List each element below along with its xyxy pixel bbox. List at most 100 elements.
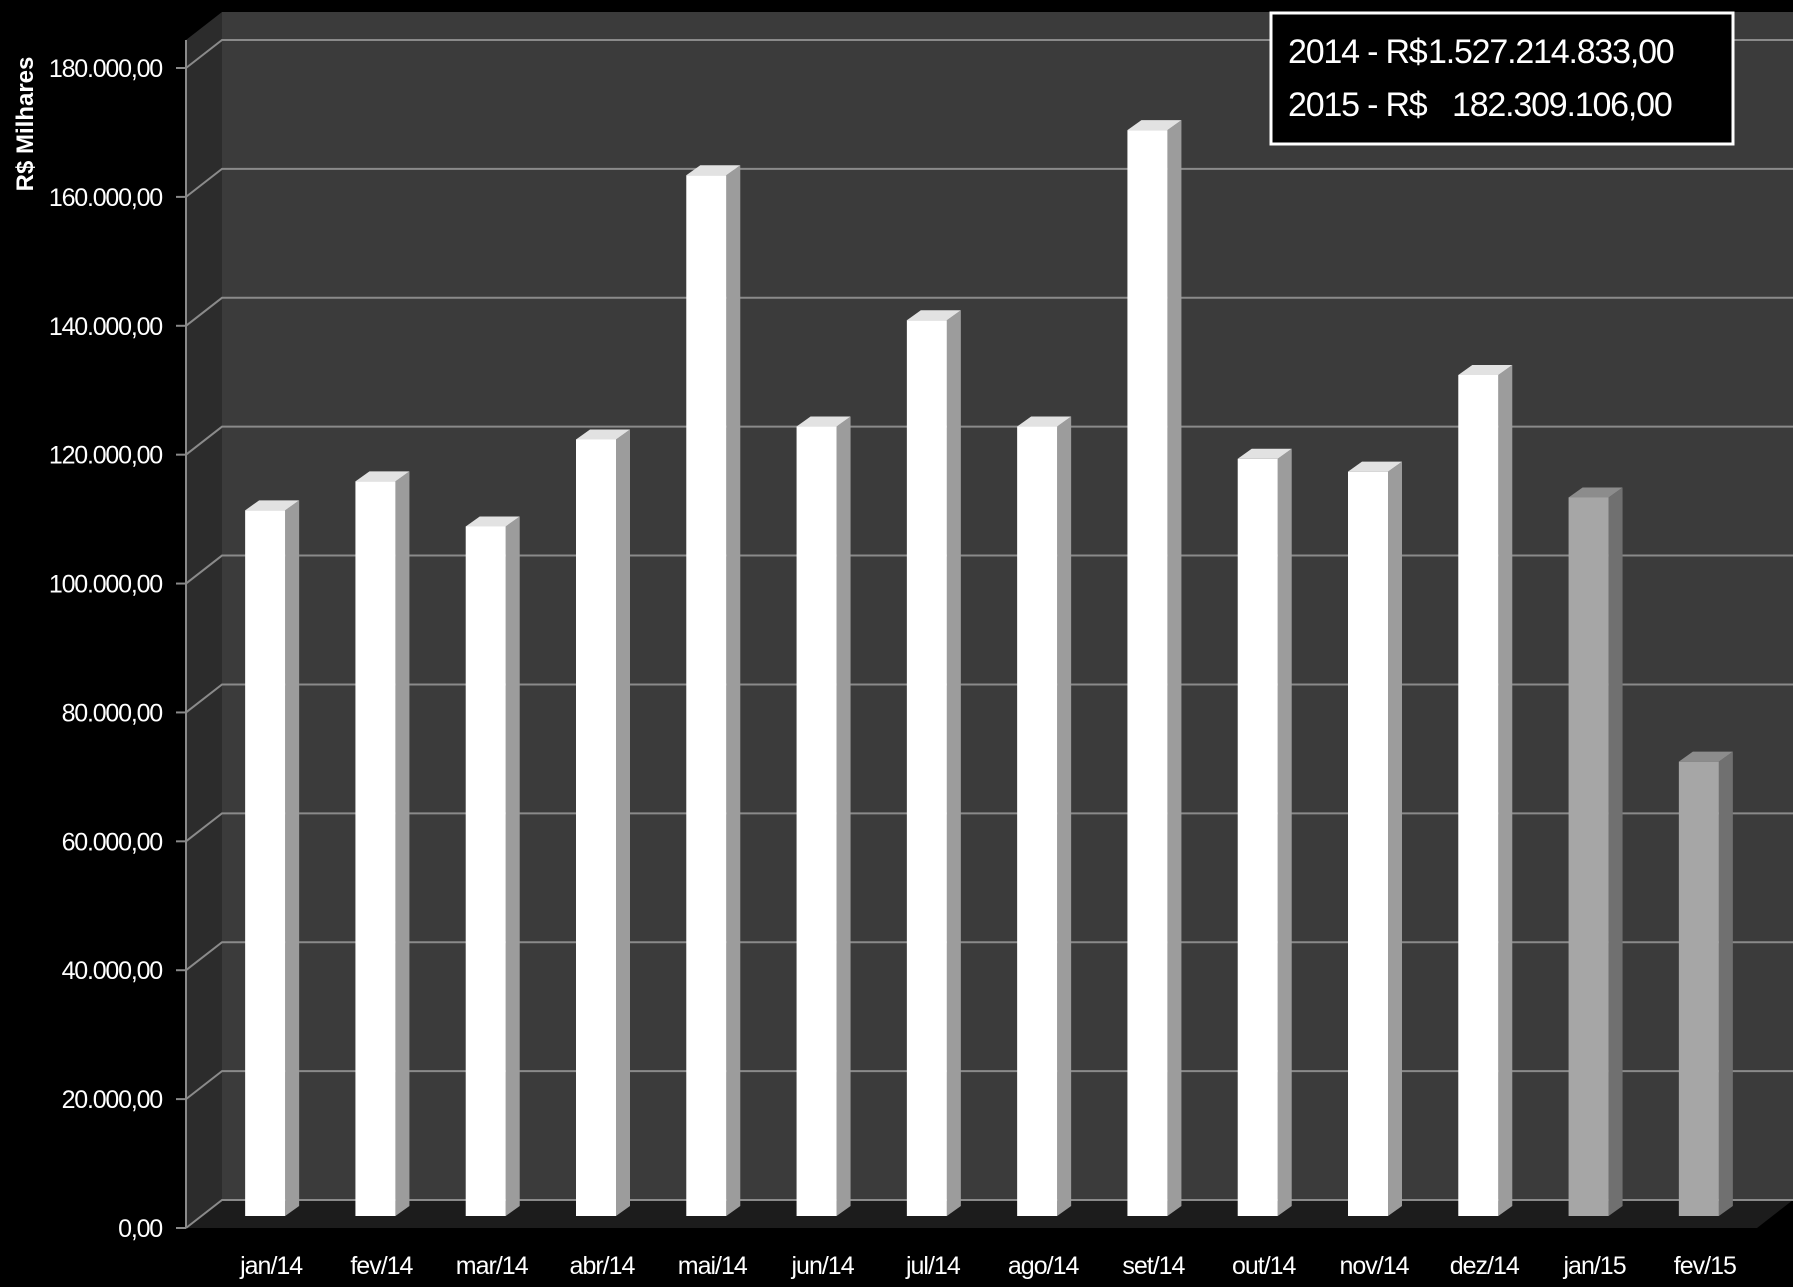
y-axis-title: R$ Milhares [12,57,39,192]
annotation-line-2015-label: 2015 - R$ [1288,86,1428,124]
bar-top [1237,448,1292,459]
gridline [185,296,1793,327]
bar-top [686,165,741,176]
bar-front [1568,497,1609,1216]
y-tick-label: 160.000,00 [49,184,162,212]
bar [796,416,851,1216]
bar-front [1017,426,1058,1216]
bar-top [355,471,410,482]
bar [1127,120,1182,1217]
x-axis-labels: jan/14 fev/14 mar/14 abr/14 mai/14 jun/14 jul/… [239,1252,1737,1280]
bar-side [285,500,300,1216]
x-tick-label: fev/15 [1674,1252,1736,1280]
bar-top [906,310,961,321]
bar-front [1127,130,1168,1217]
side-wall [186,12,222,1228]
bar [1458,365,1513,1216]
x-tick-label: dez/14 [1450,1252,1520,1280]
bar-front [686,175,727,1217]
annotation-line-2014-amount: 1.527.214.833,00 [1428,33,1674,71]
bar-side [395,471,410,1216]
y-tick-label: 0,00 [118,1215,162,1243]
bar-side [946,310,961,1216]
gridline [185,39,1793,69]
y-axis-ticks: 0,00 20.000,00 40.000,00 60.000,00 80.000,00… [49,40,187,1243]
bar [465,516,520,1216]
y-tick-label: 60.000,00 [62,828,163,856]
gridline [185,167,1793,198]
y-tick-label: 40.000,00 [62,957,163,985]
bar [576,429,630,1216]
bar [245,500,300,1216]
x-tick-label: mar/14 [456,1252,529,1280]
bar-front [355,481,396,1216]
x-tick-label: out/14 [1232,1252,1297,1280]
back-wall [222,12,1793,1200]
bar-side [1388,461,1402,1217]
bar-top [465,516,520,527]
bar [1237,448,1292,1216]
annotation-box-frame [1269,11,1735,146]
bar-side [1167,120,1182,1217]
plot-walls [186,12,1793,1228]
x-tick-label: jan/15 [1563,1252,1626,1280]
gridline [185,425,1793,456]
bar-front [1458,375,1499,1216]
x-tick-label: mai/14 [678,1252,748,1280]
bar-top [245,500,300,511]
bar [906,310,961,1216]
bar-front [1348,471,1388,1217]
annotation-line-2014-label: 2014 - R$ [1288,33,1428,71]
bar-front [1237,458,1278,1216]
bar-side [1718,751,1733,1216]
x-tick-label: jul/14 [905,1252,961,1280]
gridlines [185,39,1793,1229]
bar [1678,751,1733,1216]
bar [355,471,410,1216]
bar-top [576,429,630,440]
bar-front [796,426,837,1216]
bar-top [796,416,851,427]
y-tick-label: 140.000,00 [49,313,162,341]
bar-side [726,165,741,1217]
bar-side [505,516,520,1216]
bar-top [1568,487,1623,498]
bar-top [1017,416,1072,427]
bar-side [1057,416,1072,1216]
x-tick-label: nov/14 [1339,1252,1409,1280]
x-tick-label: jan/14 [239,1252,303,1280]
bar-side [1498,365,1513,1216]
bar-side [616,429,630,1216]
y-tick-label: 180.000,00 [49,55,162,83]
bar [1348,461,1402,1217]
total-annotation-box: 2014 - R$ 1.527.214.833,00 2015 - R$ 182… [1269,11,1735,146]
bar [1568,487,1623,1216]
bar-side [1608,487,1623,1216]
bar-front [1678,761,1719,1216]
floor [186,1200,1793,1228]
x-tick-label: abr/14 [570,1252,636,1280]
y-tick-label: 80.000,00 [62,699,163,727]
bar [686,165,741,1217]
x-tick-label: ago/14 [1008,1252,1080,1280]
x-tick-label: set/14 [1122,1252,1185,1280]
y-tick-label: 100.000,00 [49,571,162,599]
bar-front [465,526,506,1216]
bar-front [245,510,286,1216]
annotation-line-2015-amount: 182.309.106,00 [1452,86,1672,124]
bar-top [1678,751,1733,762]
y-tick-label: 120.000,00 [49,442,162,470]
bar-top [1458,365,1513,375]
bar-side [836,416,851,1216]
bars [245,120,1733,1217]
y-tick-label: 20.000,00 [62,1086,163,1114]
x-tick-label: fev/14 [350,1252,413,1280]
bar-front [906,320,947,1216]
bar [1017,416,1072,1216]
x-tick-label: jun/14 [791,1252,855,1280]
bar-top [1348,461,1402,472]
bar-side [1277,448,1292,1216]
bar-top [1127,120,1182,131]
